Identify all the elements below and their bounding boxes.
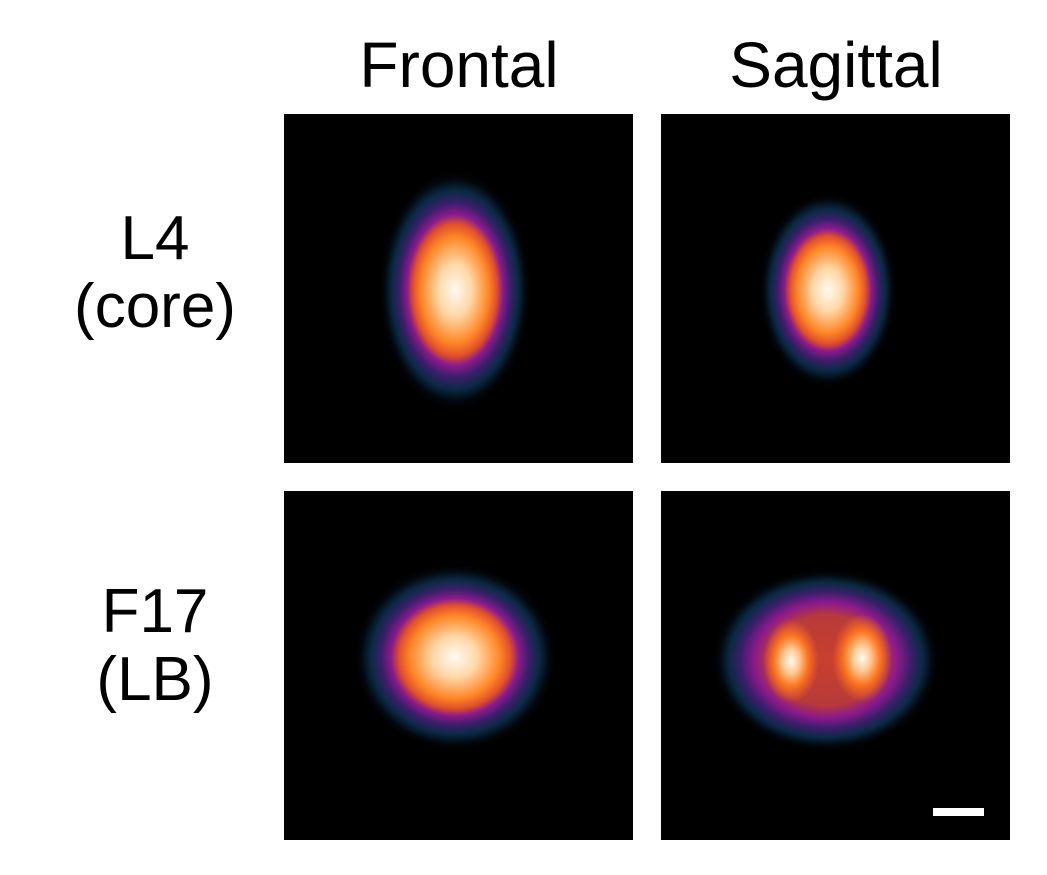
row-title-l4: L4 (core) [25, 205, 285, 341]
row-label-line1: L4 [120, 204, 190, 273]
column-title-sagittal: Sagittal [729, 29, 943, 101]
panel-f17-frontal [284, 491, 633, 840]
row-title-f17: F17 (LB) [25, 578, 285, 714]
intensity-blob [380, 172, 530, 408]
panel-l4-sagittal [661, 114, 1010, 463]
row-label-line2: (LB) [96, 645, 214, 714]
intensity-blob [760, 194, 896, 386]
intensity-lobe-left [763, 619, 819, 703]
row-label-line1: F17 [101, 577, 209, 646]
row-label-line2: (core) [74, 272, 236, 341]
intensity-blob [355, 565, 555, 749]
column-title-frontal: Frontal [359, 29, 559, 101]
intensity-lobe-right [832, 614, 892, 702]
scale-bar [933, 808, 984, 816]
panel-l4-frontal [284, 114, 633, 463]
intensity-blob-outer [714, 570, 938, 750]
panel-f17-sagittal [661, 491, 1010, 840]
